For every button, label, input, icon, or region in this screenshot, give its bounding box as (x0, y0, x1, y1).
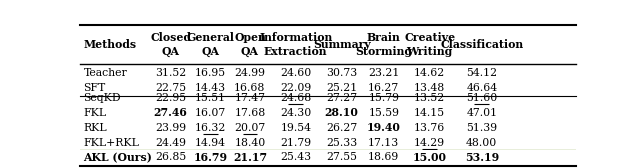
Text: 19.54: 19.54 (280, 123, 311, 133)
Text: 22.09: 22.09 (280, 83, 312, 93)
Text: AKL (Ours): AKL (Ours) (83, 152, 152, 163)
Text: 21.79: 21.79 (280, 138, 311, 148)
Text: 16.32: 16.32 (195, 123, 226, 133)
Text: 16.79: 16.79 (193, 152, 227, 163)
Text: 48.00: 48.00 (466, 138, 497, 148)
Text: RKL: RKL (83, 123, 107, 133)
Text: Information
Extraction: Information Extraction (259, 32, 332, 57)
Text: 24.99: 24.99 (234, 68, 266, 78)
Text: 13.76: 13.76 (414, 123, 445, 133)
Text: 13.52: 13.52 (414, 93, 445, 103)
Text: FKL+RKL: FKL+RKL (83, 138, 140, 148)
Text: 23.21: 23.21 (368, 68, 399, 78)
Text: 22.95: 22.95 (155, 93, 186, 103)
Text: 25.43: 25.43 (280, 153, 311, 162)
Text: 24.60: 24.60 (280, 68, 312, 78)
Text: Methods: Methods (83, 39, 136, 50)
Text: 16.07: 16.07 (195, 108, 226, 118)
Text: 16.27: 16.27 (368, 83, 399, 93)
Text: 24.30: 24.30 (280, 108, 312, 118)
Text: 21.17: 21.17 (233, 152, 267, 163)
Text: 20.07: 20.07 (234, 123, 266, 133)
Text: 17.13: 17.13 (368, 138, 399, 148)
Text: 27.46: 27.46 (154, 107, 188, 118)
Text: 15.51: 15.51 (195, 93, 226, 103)
Text: 16.68: 16.68 (234, 83, 266, 93)
Text: Teacher: Teacher (83, 68, 127, 78)
Text: 24.49: 24.49 (155, 138, 186, 148)
Text: Brain
Storming: Brain Storming (355, 32, 412, 57)
Text: 14.29: 14.29 (414, 138, 445, 148)
Text: 14.62: 14.62 (414, 68, 445, 78)
Text: 53.19: 53.19 (465, 152, 499, 163)
Text: 24.68: 24.68 (280, 93, 312, 103)
Text: 26.27: 26.27 (326, 123, 357, 133)
Text: 15.59: 15.59 (368, 108, 399, 118)
Text: Summary: Summary (313, 39, 371, 50)
Text: 14.15: 14.15 (414, 108, 445, 118)
Text: 30.73: 30.73 (326, 68, 357, 78)
Text: Closed
QA: Closed QA (150, 32, 191, 57)
Text: 16.95: 16.95 (195, 68, 226, 78)
Text: 26.85: 26.85 (155, 153, 186, 162)
Text: SFT: SFT (83, 83, 106, 93)
Text: 18.69: 18.69 (368, 153, 399, 162)
Text: 13.48: 13.48 (414, 83, 445, 93)
Text: 27.55: 27.55 (326, 153, 357, 162)
Text: 15.00: 15.00 (413, 152, 447, 163)
Text: 18.40: 18.40 (234, 138, 266, 148)
Text: 15.79: 15.79 (368, 93, 399, 103)
Text: 51.39: 51.39 (466, 123, 497, 133)
Text: 23.99: 23.99 (155, 123, 186, 133)
Text: 25.33: 25.33 (326, 138, 357, 148)
Text: 51.60: 51.60 (466, 93, 497, 103)
Text: 31.52: 31.52 (155, 68, 186, 78)
Text: 22.75: 22.75 (155, 83, 186, 93)
Text: 25.21: 25.21 (326, 83, 357, 93)
Text: 14.43: 14.43 (195, 83, 226, 93)
Text: Classification: Classification (440, 39, 524, 50)
Text: FKL: FKL (83, 108, 107, 118)
Text: General
QA: General QA (186, 32, 234, 57)
Text: 28.10: 28.10 (324, 107, 358, 118)
Text: 19.40: 19.40 (367, 122, 401, 133)
Text: 14.94: 14.94 (195, 138, 226, 148)
Text: 54.12: 54.12 (466, 68, 497, 78)
Text: 27.27: 27.27 (326, 93, 357, 103)
Text: 47.01: 47.01 (466, 108, 497, 118)
Text: Creative
Writing: Creative Writing (404, 32, 455, 57)
Text: 17.68: 17.68 (234, 108, 266, 118)
Text: SeqKD: SeqKD (83, 93, 121, 103)
Text: 17.47: 17.47 (234, 93, 266, 103)
Bar (80, 149, 576, 166)
Text: Open
QA: Open QA (234, 32, 266, 57)
Text: 46.64: 46.64 (466, 83, 497, 93)
